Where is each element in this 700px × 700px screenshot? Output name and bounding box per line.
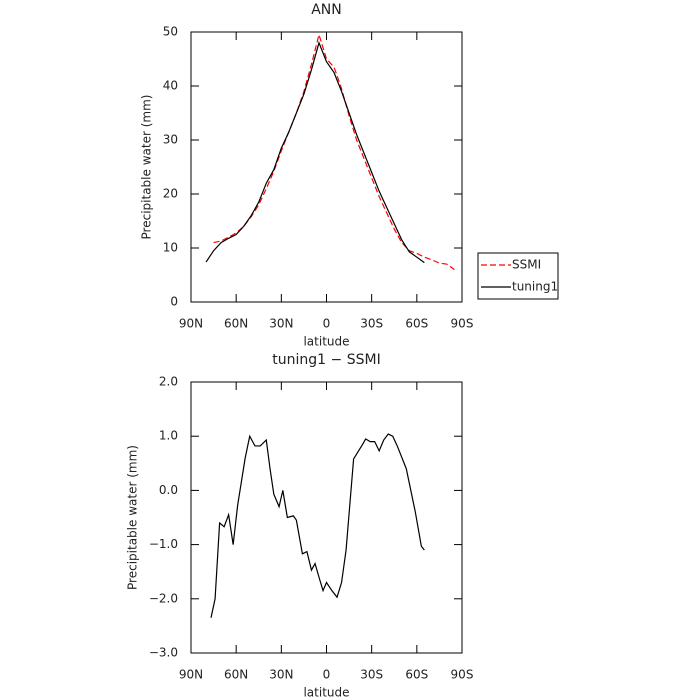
x-tick-label: 0 [323,317,331,331]
y-tick-label: 0.0 [159,483,178,497]
x-tick-label: 30S [360,668,383,682]
chart-title: tuning1 − SSMI [272,352,380,368]
x-tick-label: 60N [224,668,248,682]
legend: SSMI tuning1 [477,252,559,300]
legend-label: SSMI [512,258,541,272]
plot-frame [190,31,463,303]
y-axis-label: Precipitable water (mm) [140,95,154,240]
data-line [213,32,455,271]
x-tick-label: 30N [269,668,293,682]
x-tick-label: 90S [451,668,474,682]
x-axis-label: latitude [303,686,349,700]
y-tick-label: −2.0 [149,591,178,605]
y-tick-label: −1.0 [149,537,178,551]
y-tick-label: 20 [163,187,178,201]
x-tick-label: 0 [323,668,331,682]
x-tick-label: 30N [269,317,293,331]
x-tick-label: 60S [405,317,428,331]
data-line [210,433,425,618]
y-tick-label: 40 [163,79,178,93]
x-tick-label: 60S [405,668,428,682]
y-tick-label: 2.0 [159,375,178,389]
chart-title: ANN [311,2,342,18]
legend-label: tuning1 [512,280,558,294]
plot-frame [190,381,463,654]
x-tick-label: 90N [179,317,203,331]
x-tick-label: 60N [224,317,248,331]
data-line [205,40,425,264]
x-tick-label: 90S [451,317,474,331]
x-axis-label: latitude [303,335,349,349]
y-tick-label: 30 [163,133,178,147]
x-tick-label: 90N [179,668,203,682]
y-tick-label: 50 [163,25,178,39]
y-tick-label: 0 [170,295,178,309]
legend-box [477,252,559,300]
y-tick-label: 1.0 [159,429,178,443]
x-tick-label: 30S [360,317,383,331]
y-tick-label: 10 [163,241,178,255]
y-tick-label: −3.0 [149,646,178,660]
y-axis-label: Precipitable water (mm) [126,445,140,590]
